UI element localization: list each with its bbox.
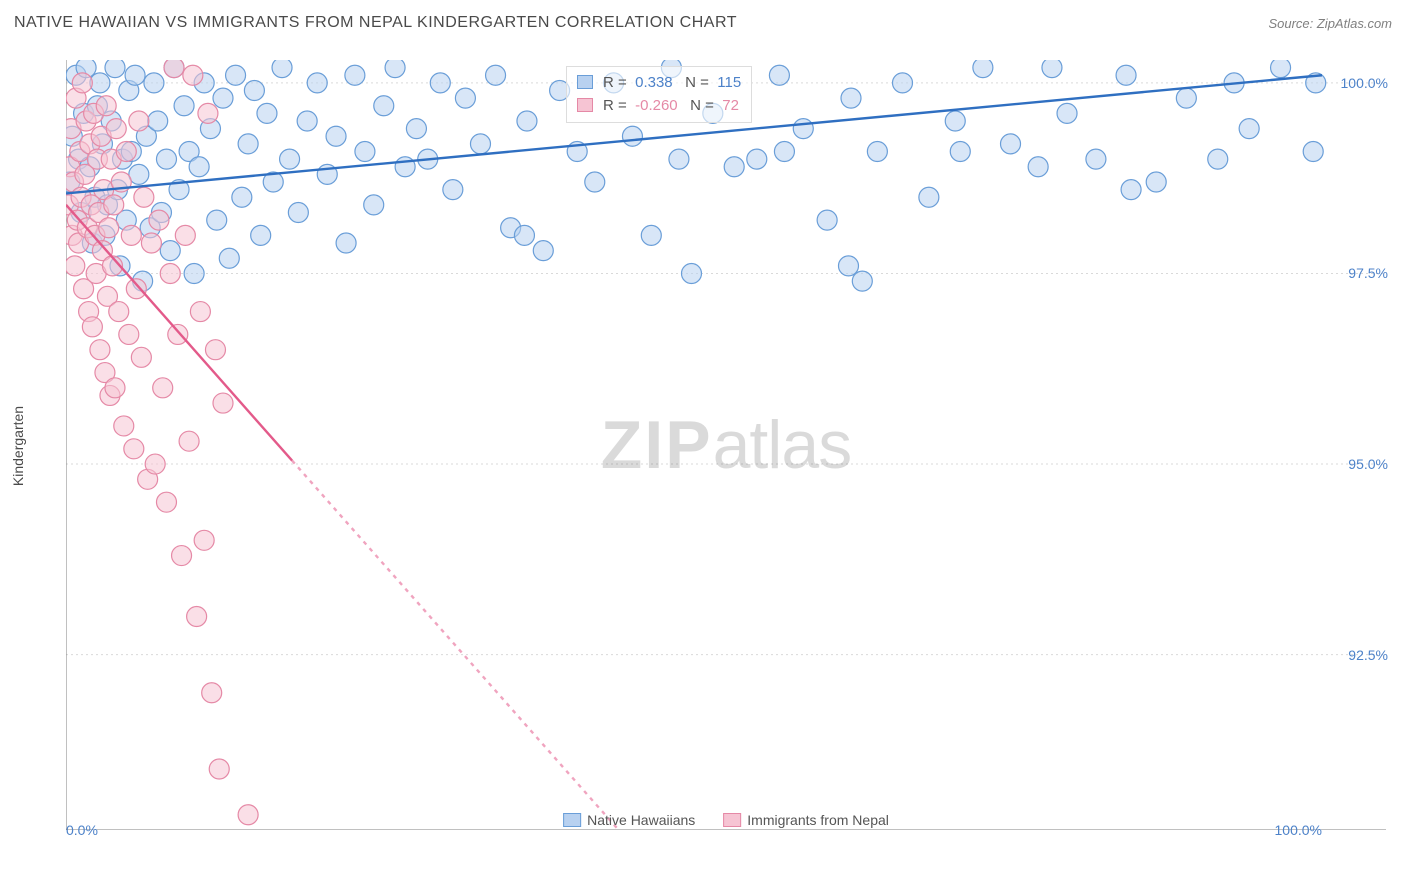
chart-svg	[66, 60, 1386, 830]
stats-N-label: N =	[673, 74, 713, 91]
y-tick-label: 97.5%	[1348, 265, 1388, 281]
stats-R-value: 0.338	[631, 74, 673, 91]
stats-row: R = 0.338 N = 115	[577, 71, 741, 94]
stats-N-label: N =	[678, 97, 718, 114]
stats-swatch	[577, 75, 593, 89]
stats-N-value: 115	[713, 74, 741, 91]
chart-title: NATIVE HAWAIIAN VS IMMIGRANTS FROM NEPAL…	[14, 14, 737, 32]
y-tick-label: 100.0%	[1341, 75, 1388, 91]
chart-header: NATIVE HAWAIIAN VS IMMIGRANTS FROM NEPAL…	[0, 0, 1406, 46]
stats-swatch	[577, 98, 593, 112]
stats-row: R = -0.260 N = 72	[577, 94, 741, 117]
stats-N-value: 72	[718, 97, 739, 114]
scatter-chart: ZIPatlas R = 0.338 N = 115R = -0.260 N =…	[66, 60, 1386, 830]
legend-label: Native Hawaiians	[587, 812, 695, 828]
y-axis-label: Kindergarten	[10, 406, 26, 486]
legend-swatch	[723, 813, 741, 827]
legend-swatch	[563, 813, 581, 827]
legend-item: Native Hawaiians	[563, 812, 695, 828]
y-tick-label: 92.5%	[1348, 647, 1388, 663]
legend-bottom: Native Hawaiians Immigrants from Nepal	[563, 812, 889, 828]
legend-label: Immigrants from Nepal	[747, 812, 889, 828]
legend-item: Immigrants from Nepal	[723, 812, 889, 828]
y-tick-label: 95.0%	[1348, 456, 1388, 472]
stats-R-label: R =	[603, 97, 631, 114]
x-tick-label: 100.0%	[1275, 822, 1322, 838]
stats-R-value: -0.260	[631, 97, 678, 114]
x-tick-label: 0.0%	[66, 822, 98, 838]
chart-source: Source: ZipAtlas.com	[1268, 16, 1392, 31]
correlation-stats-box: R = 0.338 N = 115R = -0.260 N = 72	[566, 66, 752, 123]
stats-R-label: R =	[603, 74, 631, 91]
